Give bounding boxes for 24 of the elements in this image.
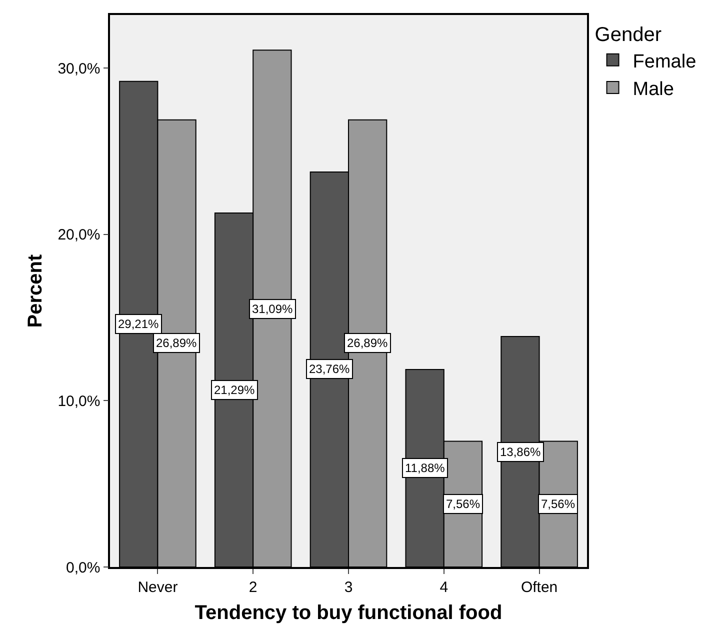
data-label: 23,76% [309, 362, 350, 376]
y-axis-title: Percent [24, 254, 47, 328]
x-tick-label: Often [520, 578, 558, 596]
data-label: 7,56% [541, 497, 576, 511]
data-label: 26,89% [347, 336, 388, 350]
legend-label: Female [632, 51, 696, 72]
x-tick-label: 3 [344, 578, 353, 596]
x-tick-label: 2 [248, 578, 258, 596]
data-label: 21,29% [214, 383, 256, 397]
y-tick-label: 20,0% [58, 226, 100, 244]
data-label: 26,89% [156, 336, 198, 350]
y-tick-label: 0,0% [66, 559, 100, 576]
data-label: 31,09% [252, 302, 294, 316]
data-label: 7,56% [446, 497, 480, 511]
y-tick-label: 10,0% [58, 392, 100, 410]
legend-label: Male [632, 78, 674, 100]
x-tick-label: Never [138, 578, 178, 596]
data-label: 13,86% [500, 445, 542, 459]
x-tick-label: 4 [440, 578, 448, 596]
x-axis-title: Tendency to buy functional food [194, 602, 502, 624]
legend-title: Gender [594, 24, 662, 46]
y-tick-label: 30,0% [58, 60, 100, 78]
data-label: 11,88% [405, 461, 446, 475]
data-label: 29,21% [118, 317, 160, 331]
